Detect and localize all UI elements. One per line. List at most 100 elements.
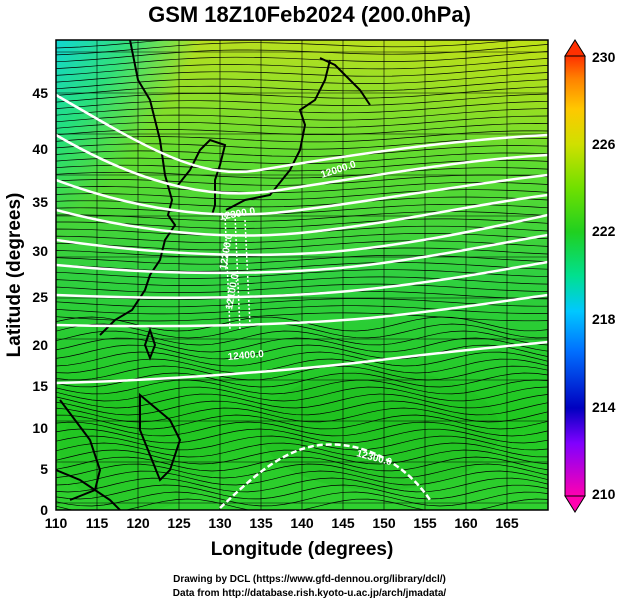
- streamline: [56, 312, 548, 322]
- x-tick-label: 130: [208, 515, 232, 531]
- y-tick-label: 10: [32, 420, 48, 436]
- x-tick-label: 135: [249, 515, 273, 531]
- streamline: [56, 65, 548, 83]
- colorbar-tick-label: 226: [592, 136, 616, 152]
- streamline: [56, 316, 548, 332]
- streamline: [56, 203, 548, 215]
- coastlines: [56, 40, 371, 510]
- drawing-credit: Drawing by DCL (https://www.gfd-dennou.o…: [173, 574, 446, 585]
- height-contours: [56, 93, 548, 509]
- contour-line: [56, 340, 548, 385]
- streamline: [56, 337, 548, 353]
- streamline: [56, 414, 548, 430]
- contour-label: 12400.0: [227, 349, 264, 363]
- x-axis-ticks: 110 115 120 125 130 135 140 145 150 155 …: [45, 515, 519, 531]
- y-tick-label: 20: [32, 337, 48, 353]
- data-credit: Data from http://database.rish.kyoto-u.a…: [172, 588, 447, 599]
- colorbar: 210 214 218 222 226 230: [564, 39, 616, 513]
- streamline: [56, 484, 548, 500]
- colorbar-tick-label: 230: [592, 49, 616, 65]
- streamline: [56, 298, 548, 308]
- streamline: [56, 283, 548, 293]
- y-tick-label: 5: [40, 461, 48, 477]
- streamline: [56, 393, 548, 409]
- taiwan-coast: [143, 326, 157, 361]
- streamline: [56, 442, 548, 458]
- streamline: [56, 330, 548, 346]
- china-coast: [99, 40, 177, 336]
- streamline: [56, 254, 548, 265]
- streamline: [56, 40, 171, 49]
- x-tick-label: 140: [290, 515, 314, 531]
- colorbar-bottom-arrow: [564, 495, 586, 513]
- streamline: [56, 276, 548, 286]
- y-tick-label: 35: [32, 194, 48, 210]
- streamline: [56, 435, 548, 451]
- streamline: [56, 351, 548, 367]
- streamline: [56, 463, 548, 479]
- streamline: [56, 100, 548, 116]
- streamline: [56, 344, 548, 360]
- x-axis-label: Longitude (degrees): [211, 539, 394, 560]
- japan-coast: [225, 59, 331, 211]
- x-tick-label: 165: [495, 515, 519, 531]
- streamline: [56, 167, 548, 179]
- streamline: [56, 240, 548, 251]
- colorbar-tick-label: 222: [592, 223, 616, 239]
- streamline: [56, 218, 548, 229]
- streamline: [56, 123, 548, 136]
- wind-streamlines: [56, 40, 548, 510]
- contour-line: [56, 213, 548, 257]
- streamline: [56, 93, 548, 109]
- korea-coast: [177, 138, 227, 216]
- plot-frame: [55, 39, 549, 511]
- streamline: [56, 159, 548, 172]
- y-tick-label: 25: [32, 289, 48, 305]
- y-tick-label: 0: [40, 502, 48, 518]
- streamline: [56, 79, 548, 96]
- streamline: [56, 262, 548, 272]
- streamline: [56, 211, 548, 222]
- streamline: [56, 269, 548, 279]
- contour-line: [56, 233, 548, 275]
- streamline: [56, 58, 548, 76]
- streamline: [56, 189, 548, 201]
- streamline: [56, 477, 548, 493]
- x-tick-label: 120: [126, 515, 150, 531]
- streamline: [56, 108, 548, 123]
- x-tick-label: 125: [167, 515, 191, 531]
- streamline: [56, 470, 548, 486]
- contour-line: [56, 173, 548, 216]
- x-tick-label: 150: [372, 515, 396, 531]
- y-tick-label: 45: [32, 85, 48, 101]
- kuril-coast: [319, 57, 371, 106]
- streamline: [56, 400, 548, 416]
- streamline: [56, 233, 548, 244]
- colorbar-scale: [564, 55, 586, 497]
- colorbar-top-arrow: [564, 39, 586, 57]
- streamline: [56, 115, 548, 129]
- streamline: [56, 44, 548, 63]
- y-axis-label: Latitude (degrees): [4, 193, 25, 358]
- x-tick-label: 145: [331, 515, 355, 531]
- x-tick-label: 160: [454, 515, 478, 531]
- borneo-coast: [56, 469, 121, 510]
- contour-line: [56, 93, 548, 174]
- colorbar-tick-label: 218: [592, 311, 616, 327]
- x-tick-label: 110: [45, 515, 68, 531]
- streamline: [56, 379, 548, 395]
- streamline: [56, 72, 548, 90]
- streamline: [56, 421, 548, 437]
- streamline: [56, 86, 548, 103]
- x-tick-label: 115: [86, 515, 109, 531]
- y-tick-label: 15: [32, 378, 48, 394]
- streamline: [56, 40, 524, 56]
- contour-cluster: [224, 214, 251, 331]
- contour-line: [56, 133, 548, 195]
- chart-title: GSM 18Z10Feb2024 (200.0hPa): [148, 2, 471, 27]
- contour-line: [56, 193, 548, 237]
- y-tick-label: 40: [32, 141, 48, 157]
- x-tick-label: 155: [413, 515, 437, 531]
- streamline: [56, 51, 548, 69]
